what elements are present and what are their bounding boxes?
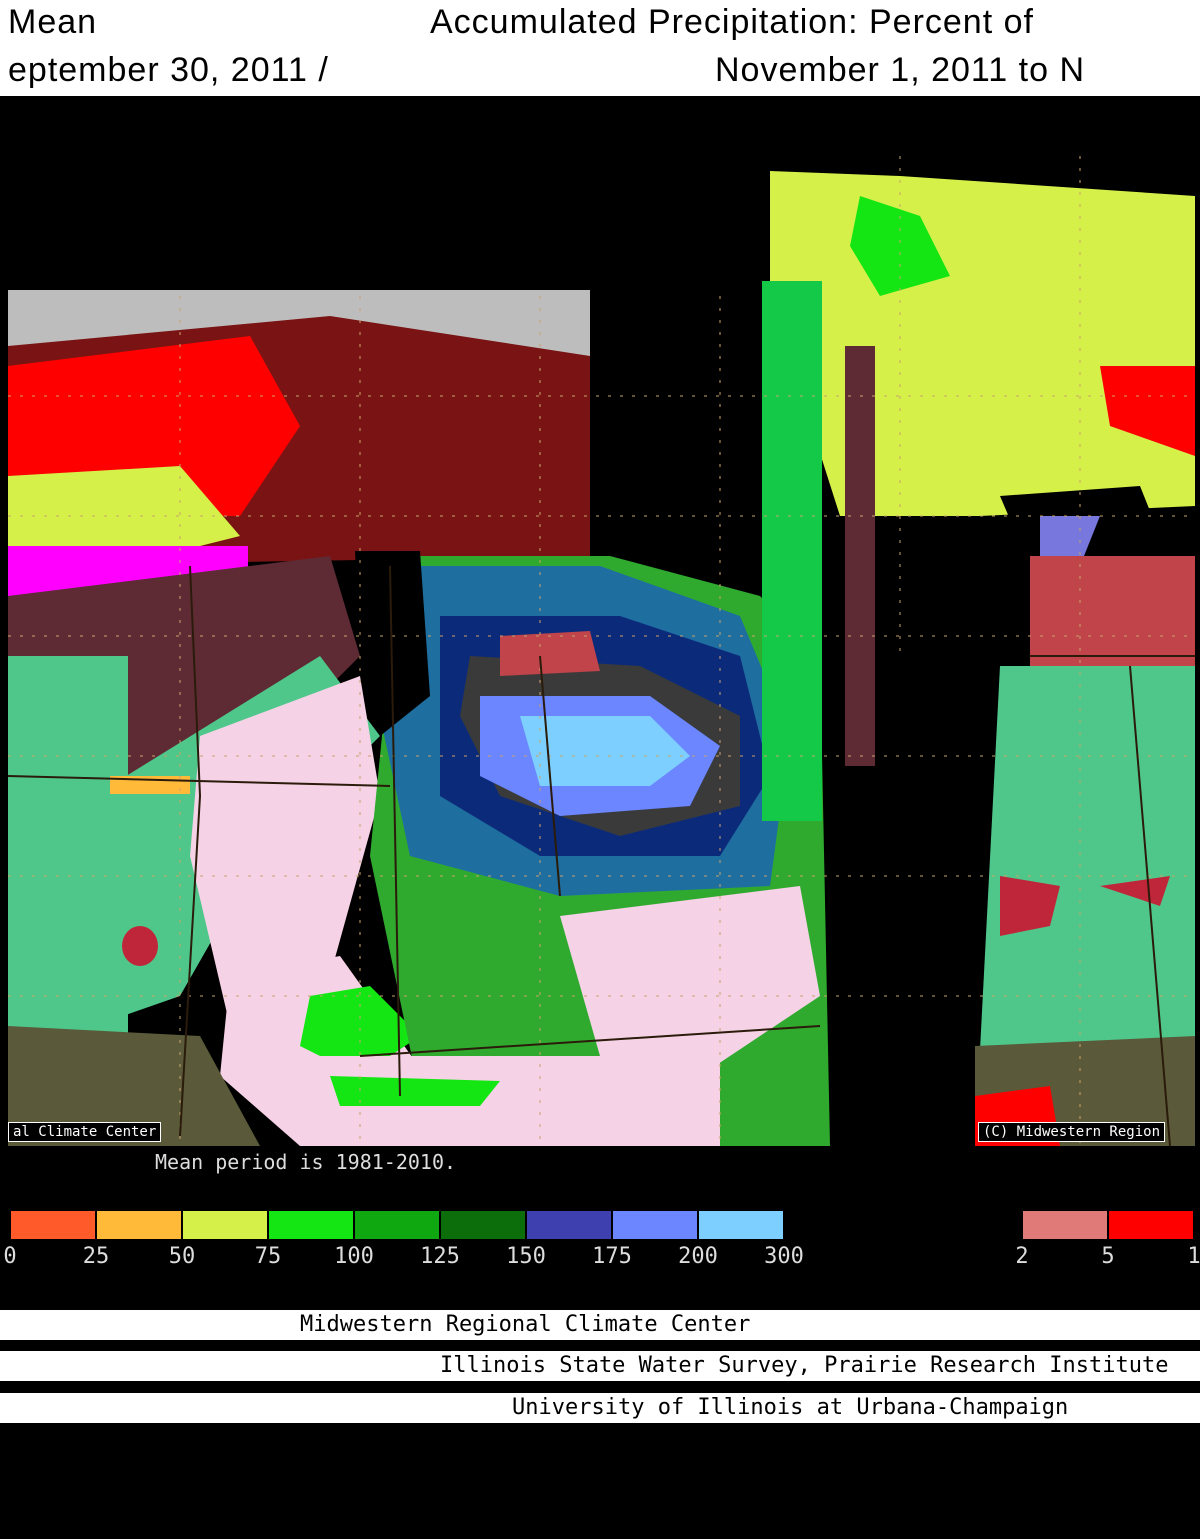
- legend-left: [10, 1210, 784, 1240]
- legend-tick-label: 5: [1101, 1244, 1115, 1269]
- credit-line-2: Illinois State Water Survey, Prairie Res…: [0, 1351, 1200, 1381]
- legend-tick-label: 2: [1015, 1244, 1029, 1269]
- copyright-label-right: (C) Midwestern Region: [978, 1122, 1166, 1142]
- legend-swatch: [268, 1210, 354, 1240]
- legend-tick-label: 200: [678, 1244, 718, 1269]
- legend-swatch: [1022, 1210, 1108, 1240]
- credit-line-3: University of Illinois at Urbana-Champai…: [0, 1393, 1200, 1423]
- mean-period-note: Mean period is 1981-2010.: [155, 1150, 457, 1174]
- legend-swatch: [10, 1210, 96, 1240]
- legend-swatch: [698, 1210, 784, 1240]
- title-left: Mean: [8, 3, 98, 41]
- legend-swatch: [526, 1210, 612, 1240]
- left-map-panel: [8, 290, 590, 1146]
- graticule: [8, 156, 1195, 1146]
- legend-tick-label: 75: [254, 1244, 282, 1269]
- state-borders: [7, 565, 1195, 1146]
- legend-swatch: [96, 1210, 182, 1240]
- legend-tick-label: 0: [3, 1244, 17, 1269]
- center-map-panel: [300, 551, 830, 1146]
- title-line-2: eptember 30, 2011 / November 1, 2011 to …: [0, 48, 1200, 96]
- legend-swatch: [354, 1210, 440, 1240]
- copyright-label-left: al Climate Center: [8, 1122, 162, 1142]
- credit-line-1: Midwestern Regional Climate Center: [0, 1310, 1200, 1340]
- legend-tick-label: 150: [506, 1244, 546, 1269]
- title-line-1: Mean Accumulated Precipitation: Percent …: [0, 0, 1200, 48]
- legend-swatch: [612, 1210, 698, 1240]
- legend-swatch: [1108, 1210, 1194, 1240]
- precipitation-map: [0, 96, 1200, 1146]
- legend-tick-label: 300: [764, 1244, 804, 1269]
- title-right: Accumulated Precipitation: Percent of: [430, 3, 1034, 41]
- credit-isws: Illinois State Water Survey, Prairie Res…: [440, 1353, 1169, 1378]
- legend-tick-label: 1: [1187, 1244, 1200, 1269]
- legend-tick-label: 25: [82, 1244, 110, 1269]
- legend-tick-label: 100: [334, 1244, 374, 1269]
- credit-uiuc: University of Illinois at Urbana-Champai…: [512, 1395, 1069, 1420]
- date-range-left: eptember 30, 2011 /: [8, 51, 329, 89]
- legend-tick-label: 125: [420, 1244, 460, 1269]
- credit-mrcc: Midwestern Regional Climate Center: [300, 1312, 751, 1337]
- legend-right: [1022, 1210, 1194, 1240]
- legend-swatch: [440, 1210, 526, 1240]
- date-range-right: November 1, 2011 to N: [715, 51, 1085, 89]
- legend-tick-label: 50: [168, 1244, 196, 1269]
- legend-swatch: [182, 1210, 268, 1240]
- legend-tick-label: 175: [592, 1244, 632, 1269]
